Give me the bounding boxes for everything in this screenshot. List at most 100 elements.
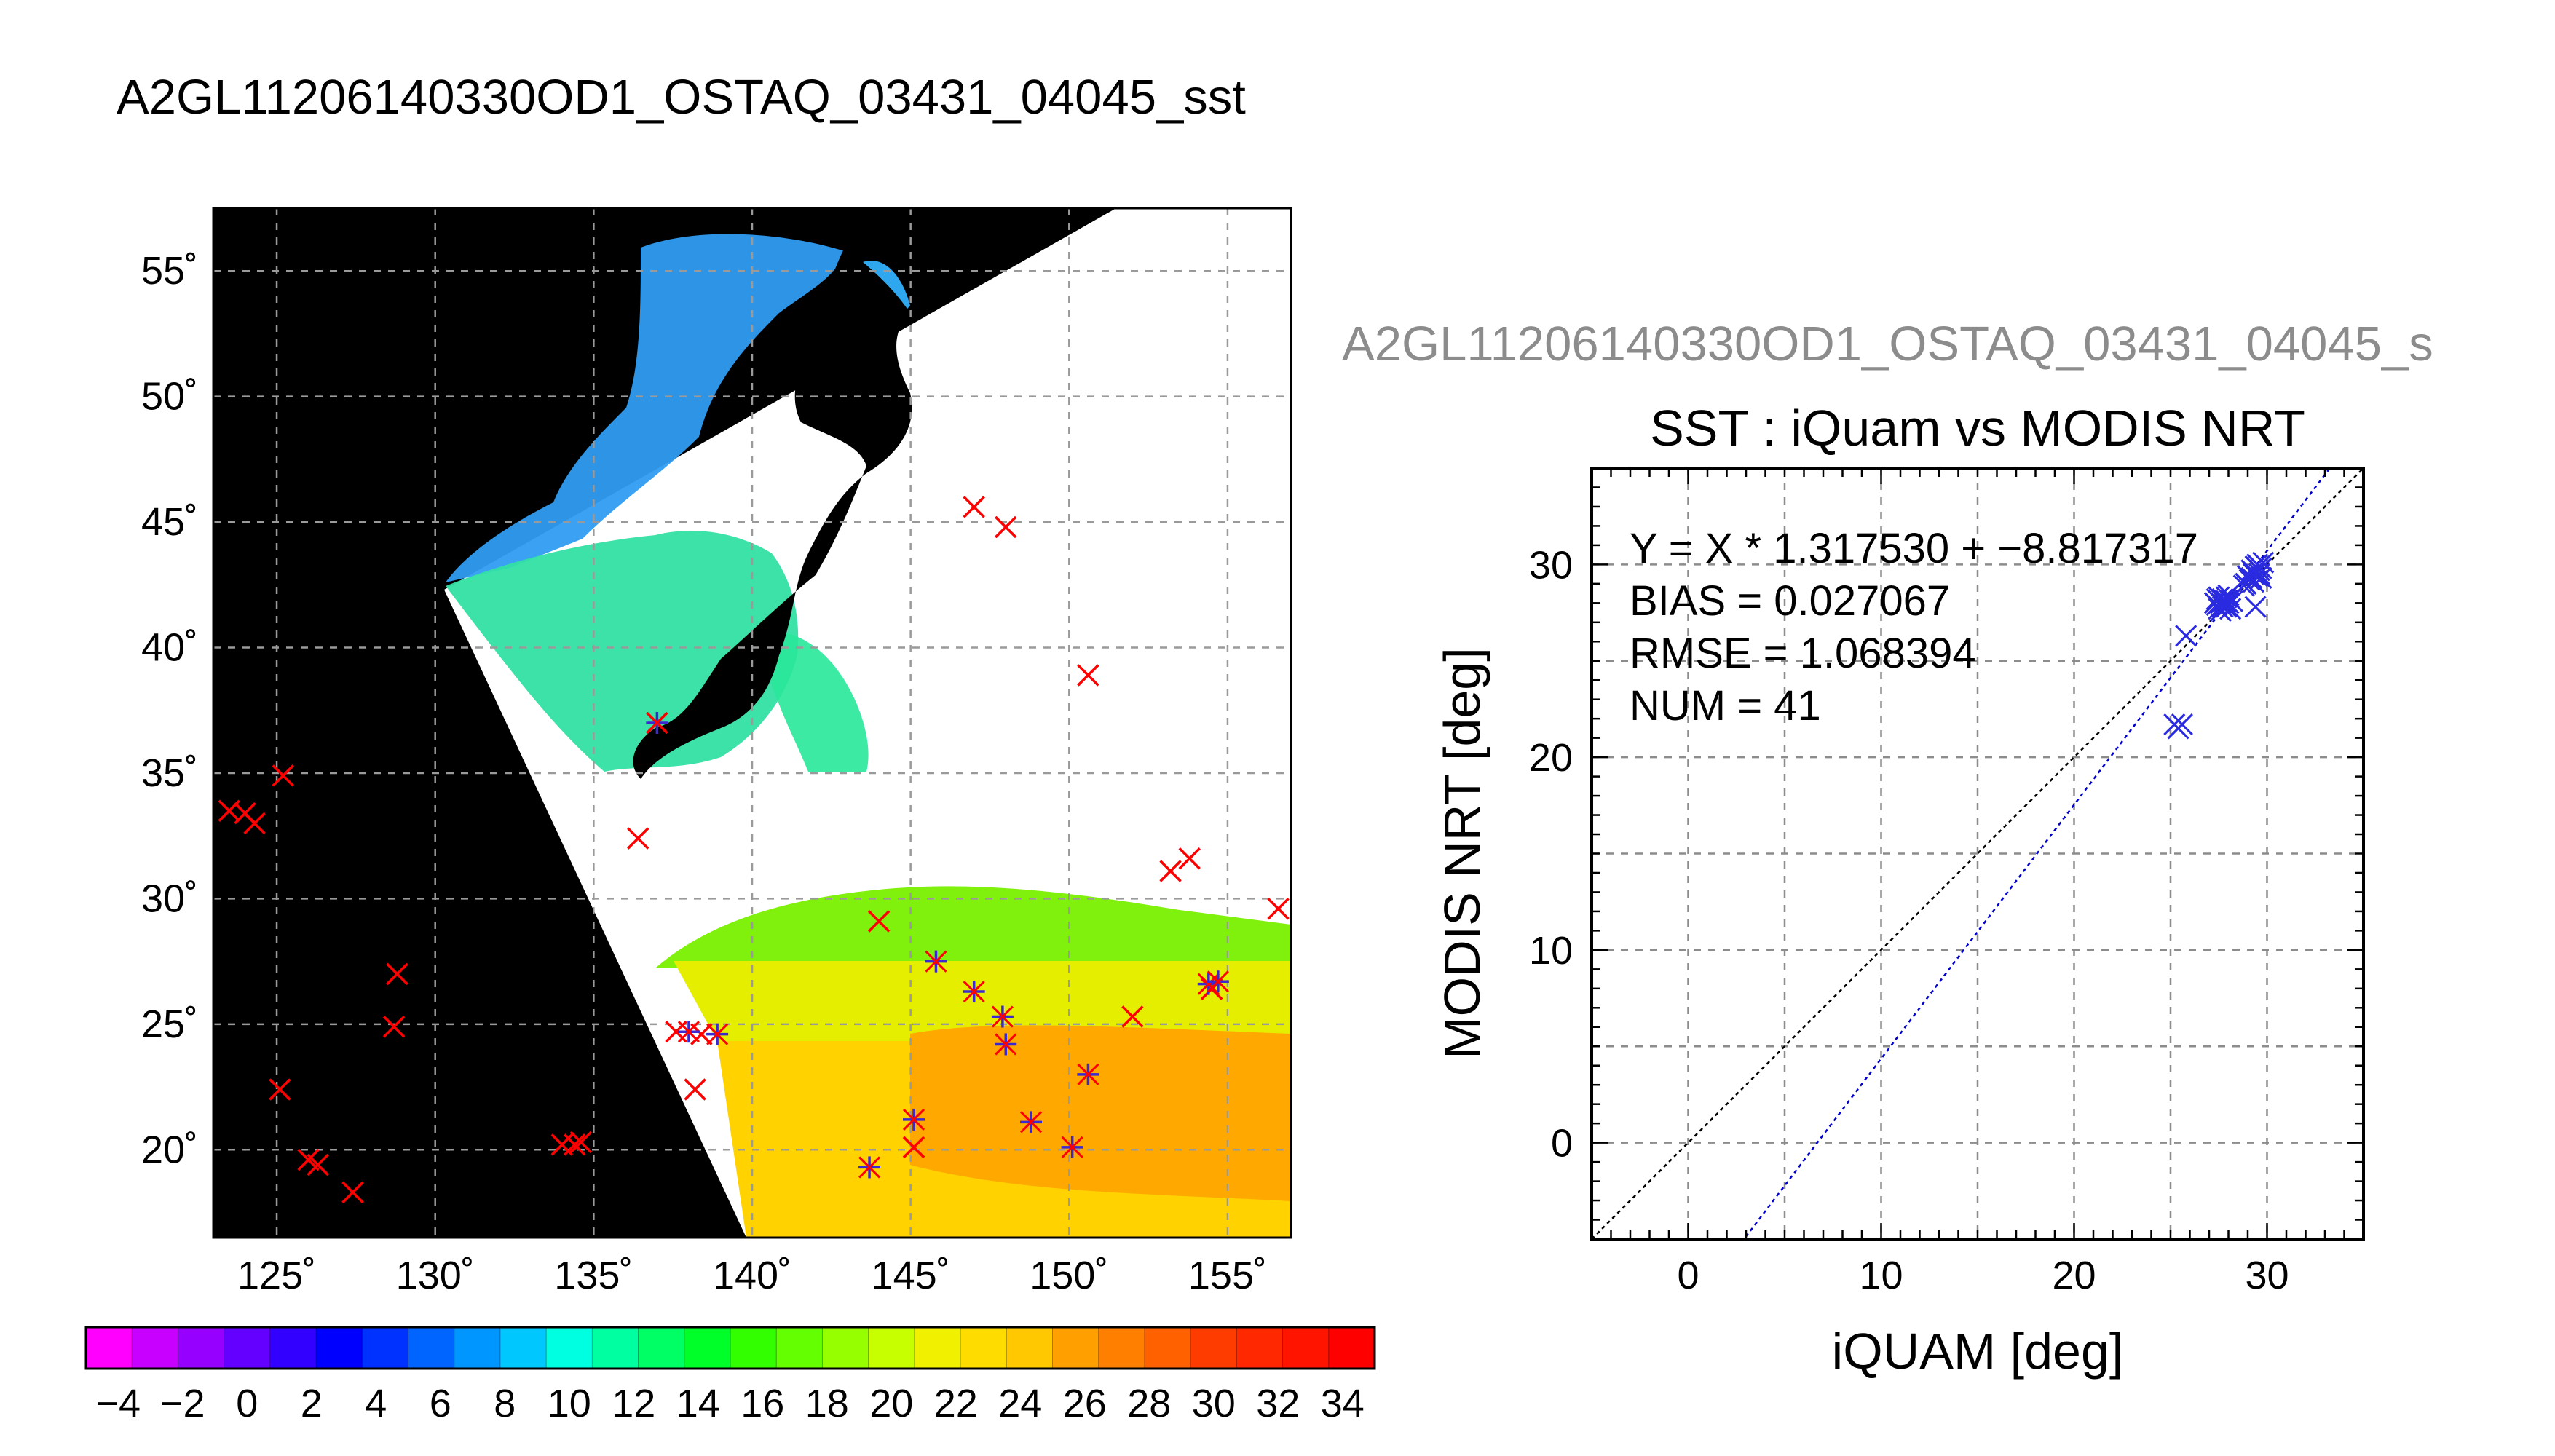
matchup-marker-red-stroke-b — [706, 1023, 729, 1045]
scatter-point-stroke-b — [2205, 587, 2228, 611]
colorbar-swatch — [960, 1327, 1007, 1369]
colorbar-tick-label: 4 — [365, 1382, 387, 1425]
matchup-marker-red-stroke-b — [1077, 1063, 1099, 1085]
colorbar-tick-label: 24 — [998, 1382, 1042, 1425]
scatter-point-stroke-b — [2246, 565, 2269, 587]
colorbar-swatch — [269, 1327, 317, 1369]
in-situ-marker-red — [963, 496, 985, 518]
colorbar-tick-label: 18 — [805, 1382, 849, 1425]
colorbar-tick-label: 10 — [548, 1382, 591, 1425]
colorbar-swatch — [868, 1327, 915, 1369]
in-situ-marker-red-stroke-b — [684, 1078, 706, 1101]
lat-tick-label: 40˚ — [141, 626, 198, 670]
in-situ-marker-red — [867, 910, 891, 933]
scatter-point — [2205, 587, 2228, 611]
colorbar-tick-label: 8 — [494, 1382, 516, 1425]
scatter-title: SST : iQuam vs MODIS NRT — [1650, 400, 2305, 456]
matchup-marker-red-stroke-b — [1019, 1111, 1043, 1133]
colorbar-tick-label: 30 — [1192, 1382, 1236, 1425]
in-situ-marker-red-stroke-b — [382, 1016, 406, 1038]
in-situ-marker-red-stroke-b — [994, 515, 1017, 539]
stats-annotation: Y = X * 1.317530 + −8.817317 — [1630, 525, 2198, 572]
in-situ-marker-red — [627, 827, 649, 850]
scatter-point-stroke-b — [2248, 559, 2270, 582]
colorbar-swatch — [730, 1327, 777, 1369]
matchup-marker-red-stroke-b — [646, 711, 668, 735]
land-japan — [633, 248, 912, 779]
colorbar-swatch — [776, 1327, 823, 1369]
lat-tick-label: 45˚ — [141, 500, 198, 544]
colorbar-tick-label: 0 — [236, 1382, 258, 1425]
lon-tick-label: 125˚ — [237, 1254, 316, 1297]
matchup-marker-red — [902, 1108, 925, 1131]
scatter-point — [2242, 571, 2265, 593]
matchup-marker-red-stroke-b — [1061, 1136, 1083, 1158]
x-tick-label: 20 — [2052, 1254, 2096, 1297]
in-situ-marker-red-stroke-b — [1267, 897, 1290, 920]
scatter-point-stroke-b — [2252, 551, 2275, 574]
scatter-point — [2175, 625, 2197, 647]
matchup-marker-red-stroke-b — [677, 1021, 700, 1043]
in-situ-marker-red-stroke-b — [563, 1133, 586, 1156]
x-tick-label: 0 — [1677, 1254, 1699, 1297]
colorbar-swatch — [1098, 1327, 1145, 1369]
scatter-point-stroke-b — [2167, 717, 2189, 740]
in-situ-marker-red-stroke-b — [297, 1148, 320, 1171]
y-axis-label: MODIS NRT [deg] — [1434, 647, 1490, 1059]
lon-tick-label: 150˚ — [1030, 1254, 1108, 1297]
scatter-point — [2219, 598, 2242, 620]
colorbar-swatch — [454, 1327, 501, 1369]
lat-tick-label: 25˚ — [141, 1002, 198, 1046]
matchup-marker-red — [1077, 1063, 1099, 1085]
matchup-marker-red — [963, 980, 985, 1003]
sst-field-band-24 — [655, 886, 1291, 968]
matchup-marker-red-stroke-b — [902, 1108, 925, 1131]
colorbar-swatch — [1190, 1327, 1237, 1369]
colorbar-swatch — [1236, 1327, 1284, 1369]
colorbar-swatch — [546, 1327, 593, 1369]
y-tick-label: 10 — [1529, 929, 1573, 973]
map-frame — [212, 207, 1292, 1239]
sst-field-pacific-coast — [757, 631, 869, 772]
lon-tick-label: 140˚ — [713, 1254, 791, 1297]
in-situ-marker-red-stroke-b — [963, 496, 985, 518]
secondary-title: A2GL11206140330OD1_OSTAQ_03431_04045_s — [1342, 317, 2433, 371]
colorbar-tick-label: 2 — [301, 1382, 323, 1425]
matchup-marker-red — [706, 1023, 729, 1045]
in-situ-marker-red-stroke-b — [1178, 847, 1201, 870]
stats-annotation: BIAS = 0.027067 — [1630, 577, 1950, 625]
in-situ-marker-red — [272, 764, 295, 787]
scatter-point — [2242, 563, 2265, 585]
colorbar-swatch — [638, 1327, 685, 1369]
land-sakhalin — [826, 277, 853, 349]
colorbar-tick-label: 28 — [1127, 1382, 1171, 1425]
x-tick-label: 10 — [1859, 1254, 1903, 1297]
scatter-point — [2250, 566, 2272, 589]
in-situ-marker-red — [902, 1136, 925, 1159]
lat-tick-label: 55˚ — [141, 249, 198, 293]
scatter-point — [2244, 596, 2267, 618]
matchup-marker-red — [1197, 973, 1220, 995]
sst-field-sea-of-okhotsk-japan — [446, 234, 845, 582]
matchup-marker-red — [1207, 970, 1229, 993]
in-situ-marker-red — [386, 962, 408, 986]
in-situ-marker-red-stroke-b — [341, 1181, 364, 1204]
in-situ-marker-red-stroke-b — [243, 812, 266, 835]
colorbar-tick-label: 34 — [1321, 1382, 1365, 1425]
colorbar-swatch — [132, 1327, 178, 1369]
in-situ-marker-red — [1178, 847, 1201, 870]
in-situ-marker-red-stroke-b — [627, 827, 649, 850]
scatter-point-stroke-b — [2250, 566, 2272, 589]
matchup-marker-red — [1061, 1136, 1083, 1158]
matchup-marker-red — [858, 1156, 881, 1179]
matchup-marker-red-stroke-b — [995, 1033, 1017, 1056]
colorbar-swatch — [1282, 1327, 1330, 1369]
colorbar-tick-label: −4 — [95, 1382, 141, 1425]
y-tick-label: 0 — [1551, 1122, 1573, 1166]
lon-tick-label: 135˚ — [554, 1254, 633, 1297]
colorbar-tick-label: 22 — [934, 1382, 978, 1425]
matchup-marker-red — [1019, 1111, 1043, 1133]
